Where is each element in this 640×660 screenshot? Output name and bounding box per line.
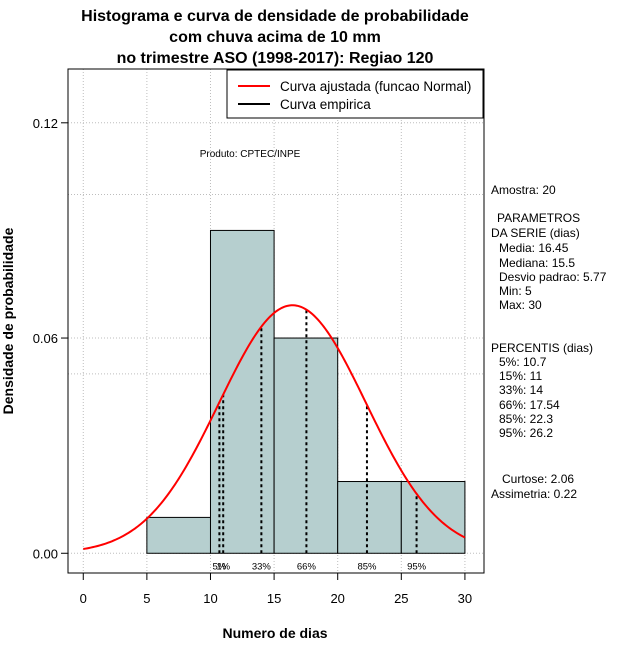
percentile-66: 66%: 17.54 [499, 398, 560, 412]
y-tick-label: 0.06 [33, 331, 58, 346]
percentile-label: 85% [357, 561, 377, 572]
x-tick-label: 20 [330, 591, 344, 606]
legend-box [226, 69, 484, 119]
y-axis-title: Densidade de probabilidade [0, 227, 16, 414]
stat-kurtosis: Curtose: 2.06 [502, 472, 574, 486]
percentiles-title: PERCENTIS (dias) [491, 341, 593, 355]
y-tick-label: 0.00 [33, 546, 58, 561]
stat-median: Mediana: 15.5 [499, 256, 575, 270]
stat-skewness: Assimetria: 0.22 [491, 487, 577, 501]
histogram-bars [146, 229, 466, 554]
sample-size: Amostra: 20 [491, 183, 556, 197]
x-axis: 0 5 10 15 20 25 30 [80, 572, 472, 606]
percentile-33: 33%: 14 [499, 383, 543, 397]
percentile-label: 1% [216, 561, 230, 572]
histogram-bar [400, 481, 466, 554]
x-tick-label: 0 [80, 591, 87, 606]
normal-curve-group [83, 304, 466, 550]
stat-std-dev: Desvio padrao: 5.77 [499, 270, 607, 284]
percentile-5: 5%: 10.7 [499, 355, 547, 369]
x-tick-label: 25 [394, 591, 408, 606]
legend: Curva ajustada (funcao Normal) Curva emp… [226, 69, 484, 119]
chart-title-line-1: Histograma e curva de densidade de proba… [81, 8, 469, 25]
x-tick-label: 5 [143, 591, 150, 606]
x-tick-label: 15 [267, 591, 281, 606]
histogram-bar [209, 229, 275, 554]
percentile-85: 85%: 22.3 [499, 412, 553, 426]
percentile-label: 5% [213, 561, 227, 572]
x-tick-label: 10 [203, 591, 217, 606]
stat-max: Max: 30 [499, 298, 542, 312]
percentile-label: 66% [297, 561, 317, 572]
percentile-label: 33% [252, 561, 272, 572]
stat-mean: Media: 16.45 [499, 241, 569, 255]
y-axis: 0.00 0.06 0.12 [33, 116, 69, 561]
percentile-95: 95%: 26.2 [499, 426, 553, 440]
percentile-15: 15%: 11 [499, 369, 542, 383]
percentile-lines: 5%1% 33% 66% 85% 95% [213, 309, 427, 572]
normal-curve [83, 304, 466, 550]
stats-panel: Amostra: 20 PARAMETROS DA SERIE (dias) M… [491, 183, 607, 501]
histogram-bar [273, 337, 339, 554]
legend-label-fitted-curve: Curva ajustada (funcao Normal) [280, 79, 471, 94]
x-tick-label: 30 [458, 591, 472, 606]
histogram-bar [146, 516, 211, 554]
parameters-subtitle: DA SERIE (dias) [491, 226, 580, 240]
product-annotation: Produto: CPTEC/INPE [200, 149, 301, 160]
chart-title-line-3: no trimestre ASO (1998-2017): Regiao 120 [117, 50, 434, 67]
stat-min: Min: 5 [499, 284, 532, 298]
chart-title-line-2: com chuva acima de 10 mm [169, 29, 381, 46]
histogram-bar [337, 481, 402, 554]
x-axis-title: Numero de dias [222, 625, 327, 641]
legend-label-empirical-curve: Curva empirica [280, 97, 371, 112]
percentile-label: 95% [407, 561, 427, 572]
y-tick-label: 0.12 [33, 116, 58, 131]
parameters-title: PARAMETROS [497, 211, 580, 225]
